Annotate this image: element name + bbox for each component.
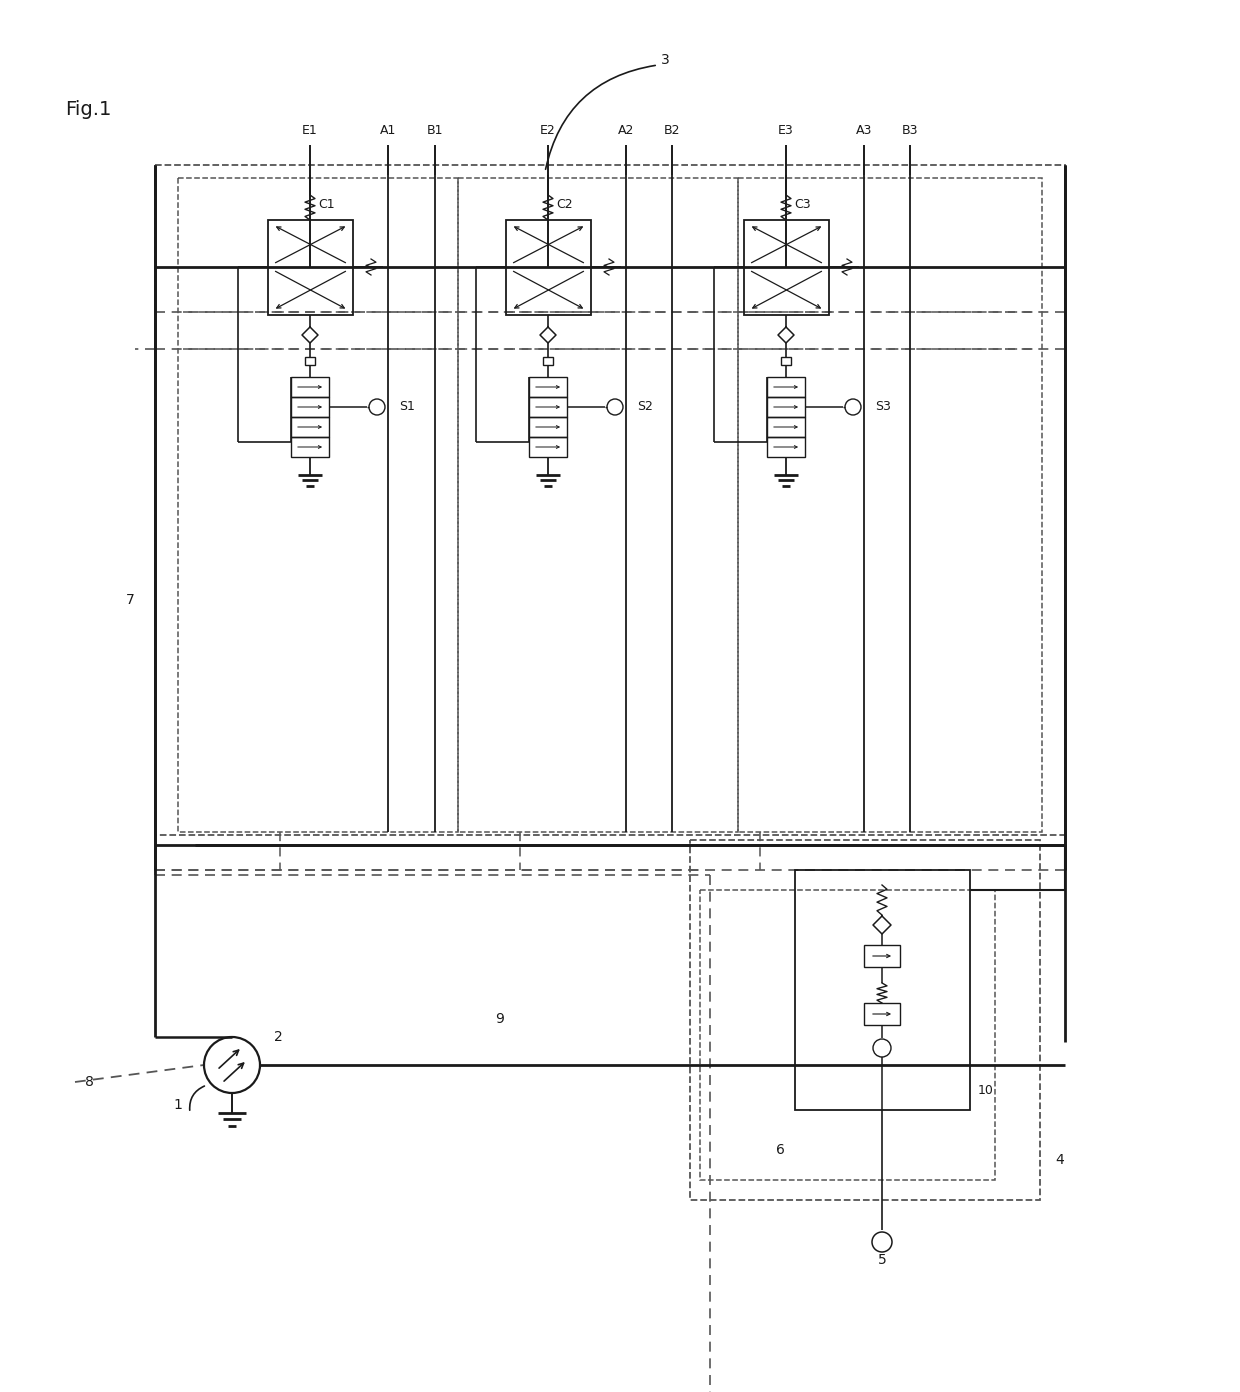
Text: C2: C2 [556, 199, 573, 212]
Text: E3: E3 [779, 124, 794, 136]
Bar [768, 437, 805, 457]
Bar [744, 220, 830, 315]
Text: 2: 2 [274, 1030, 283, 1044]
Text: A2: A2 [618, 124, 634, 136]
Text: C1: C1 [317, 199, 335, 212]
Bar [529, 437, 567, 457]
Bar [268, 220, 353, 315]
Bar [768, 397, 805, 418]
Text: E2: E2 [541, 124, 556, 136]
Text: 3: 3 [661, 53, 670, 67]
Text: S1: S1 [399, 401, 415, 413]
Bar [738, 178, 1042, 832]
Text: A1: A1 [379, 124, 397, 136]
Bar [864, 945, 900, 967]
Text: B2: B2 [663, 124, 681, 136]
Bar [506, 220, 591, 315]
Text: S2: S2 [637, 401, 653, 413]
Bar [781, 356, 791, 365]
Bar [689, 839, 1040, 1200]
Text: 6: 6 [775, 1143, 785, 1157]
Bar [768, 418, 805, 437]
Text: B3: B3 [901, 124, 919, 136]
Text: 7: 7 [125, 593, 134, 607]
Bar [529, 397, 567, 418]
Text: 10: 10 [978, 1083, 994, 1097]
Text: 9: 9 [496, 1012, 505, 1026]
Text: S3: S3 [875, 401, 890, 413]
Bar [305, 356, 315, 365]
Text: 5: 5 [878, 1253, 887, 1267]
Bar [543, 356, 553, 365]
Bar [795, 870, 970, 1109]
Text: Fig.1: Fig.1 [64, 100, 112, 118]
Bar [291, 418, 329, 437]
Text: 4: 4 [1055, 1153, 1064, 1166]
Bar [291, 437, 329, 457]
Bar [864, 1004, 900, 1025]
Text: C3: C3 [794, 199, 811, 212]
Bar [701, 889, 994, 1180]
Bar [768, 377, 805, 397]
Bar [155, 166, 1065, 835]
Text: B1: B1 [427, 124, 443, 136]
Bar [179, 178, 458, 832]
Bar [529, 377, 567, 397]
Bar [291, 377, 329, 397]
Bar [458, 178, 738, 832]
Text: 1: 1 [174, 1098, 182, 1112]
Bar [529, 418, 567, 437]
Bar [291, 397, 329, 418]
Text: 8: 8 [86, 1075, 94, 1089]
Text: E1: E1 [303, 124, 317, 136]
Text: A3: A3 [856, 124, 872, 136]
